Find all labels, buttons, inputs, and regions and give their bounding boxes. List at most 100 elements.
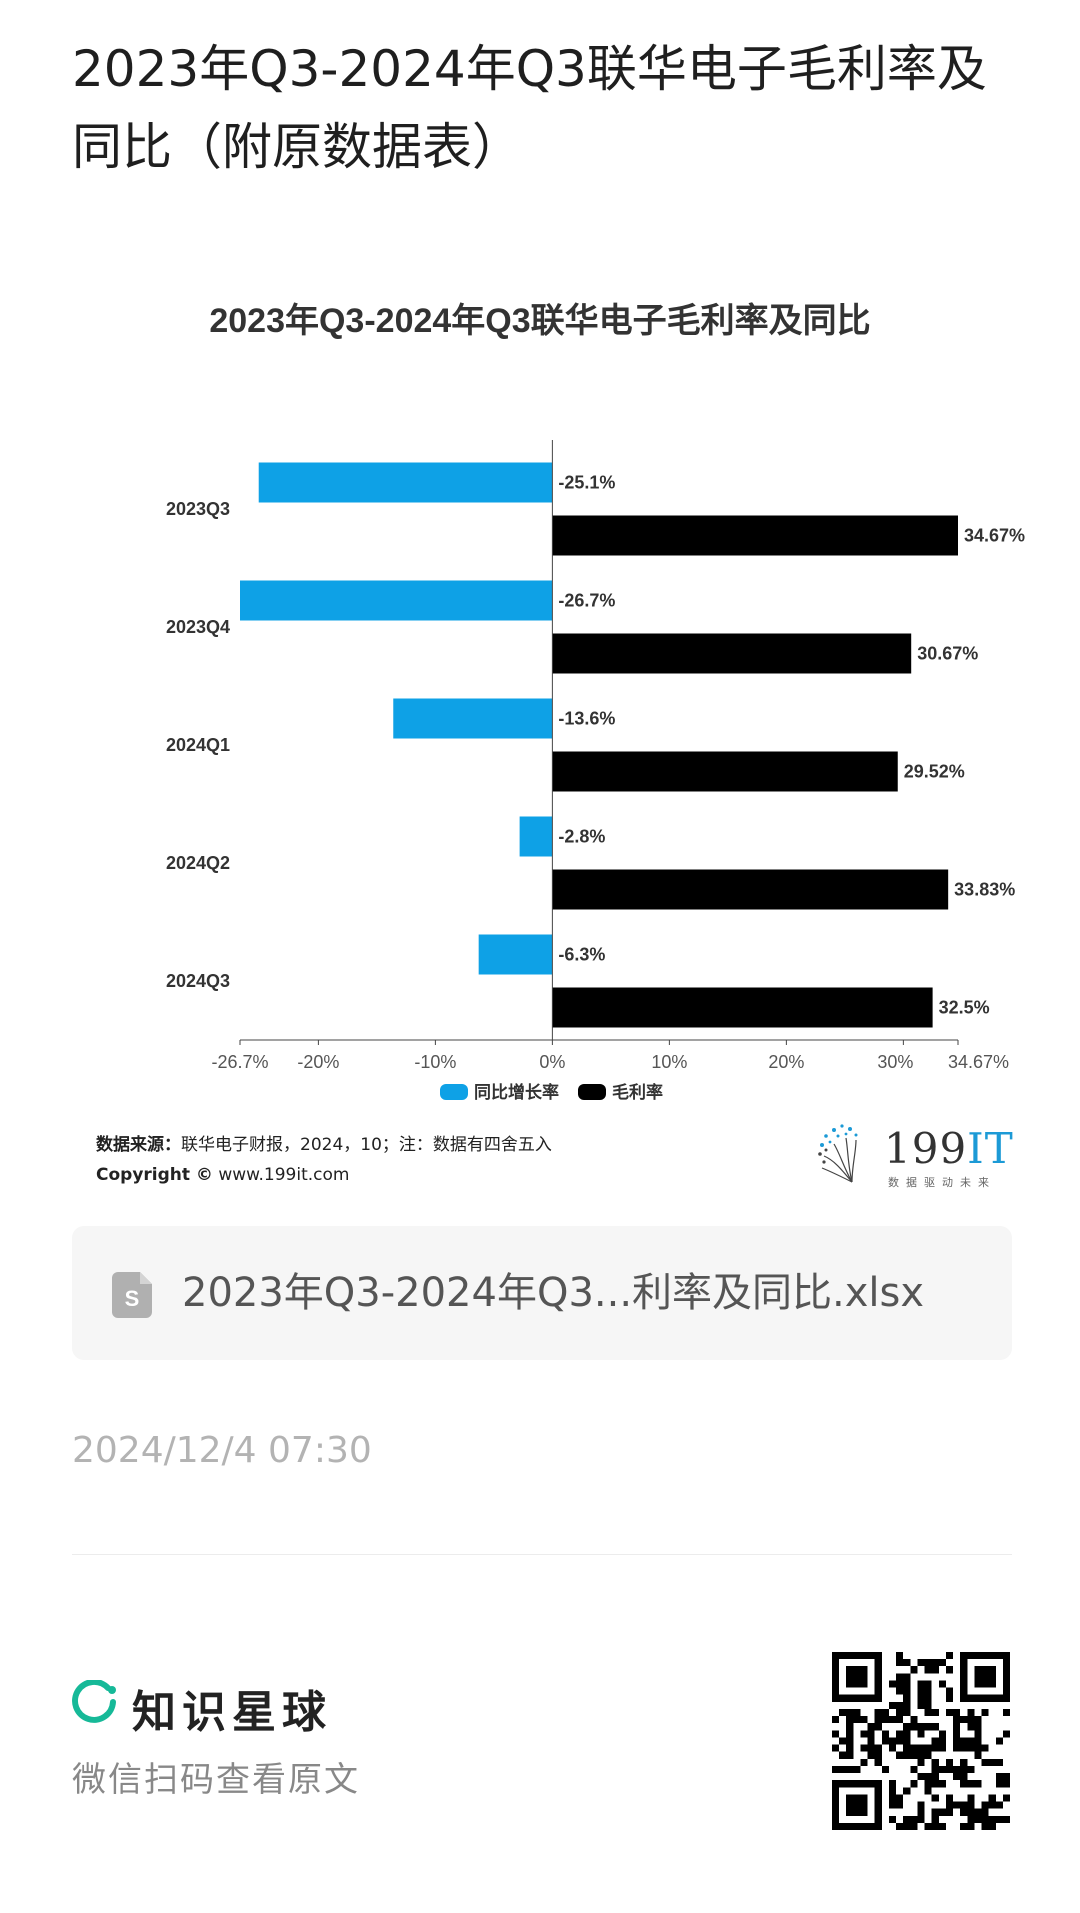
qr-module — [924, 1680, 932, 1688]
qr-module — [974, 1780, 982, 1788]
qr-module — [917, 1723, 925, 1731]
legend-swatch-yoy — [440, 1084, 468, 1100]
qr-module — [917, 1773, 925, 1781]
qr-module — [1002, 1773, 1010, 1781]
qr-module — [888, 1680, 897, 1688]
qr-module — [839, 1708, 847, 1717]
qr-module — [945, 1652, 954, 1660]
qr-module — [938, 1765, 946, 1774]
qr-module — [924, 1687, 932, 1695]
x-tick-label: 0% — [539, 1052, 565, 1072]
qr-module — [860, 1758, 868, 1766]
copyright-line: Copyright © www.199it.com — [96, 1160, 552, 1190]
qr-module — [931, 1666, 939, 1674]
qr-module — [960, 1808, 968, 1816]
qr-module — [945, 1687, 954, 1695]
qr-module — [995, 1773, 1003, 1781]
qr-module — [888, 1744, 897, 1752]
qr-module — [931, 1815, 939, 1823]
qr-module — [938, 1780, 946, 1788]
199it-logo: 199IT 数据驱动未来 — [812, 1120, 1013, 1192]
qr-module — [846, 1716, 854, 1724]
qr-module — [967, 1801, 975, 1809]
qr-module — [945, 1794, 954, 1802]
qr-module — [860, 1744, 868, 1752]
qr-module — [960, 1773, 968, 1781]
qr-module — [924, 1787, 932, 1795]
qr-module — [924, 1694, 932, 1702]
qr-module — [995, 1737, 1003, 1745]
qr-module — [917, 1730, 925, 1738]
margin-bar — [552, 987, 933, 1028]
qr-module — [896, 1730, 904, 1738]
category-label: 2023Q3 — [166, 499, 230, 519]
qr-module — [903, 1815, 911, 1823]
qr-module — [832, 1716, 840, 1724]
qr-module — [931, 1723, 939, 1731]
qr-module — [867, 1744, 875, 1752]
qr-module — [967, 1723, 975, 1731]
qr-module — [938, 1744, 946, 1752]
qr-module — [988, 1815, 996, 1823]
qr-module — [832, 1730, 840, 1738]
qr-module — [981, 1801, 989, 1809]
qr-module — [938, 1659, 946, 1667]
data-label: -26.7% — [558, 591, 615, 611]
qr-module — [917, 1751, 925, 1759]
yoy-bar — [258, 462, 553, 503]
qr-module — [938, 1822, 946, 1830]
qr-module — [967, 1708, 975, 1717]
qr-module — [924, 1659, 932, 1667]
qr-module — [967, 1737, 975, 1745]
legend-swatch-margin — [578, 1084, 606, 1100]
category-label: 2024Q1 — [166, 735, 230, 755]
qr-module — [860, 1730, 868, 1738]
qr-module — [917, 1815, 925, 1823]
x-tick-label: 30% — [877, 1052, 913, 1072]
qr-module — [903, 1822, 911, 1830]
qr-module — [953, 1723, 961, 1731]
qr-module — [967, 1808, 975, 1816]
page-title: 2023年Q3-2024年Q3联华电子毛利率及同比（附原数据表） — [72, 40, 987, 176]
qr-module — [981, 1744, 989, 1752]
qr-module — [881, 1708, 889, 1717]
qr-module — [960, 1716, 968, 1724]
qr-module — [874, 1708, 882, 1717]
qr-module — [903, 1787, 911, 1795]
qr-code[interactable] — [832, 1652, 1010, 1830]
qr-module — [931, 1744, 939, 1752]
logo-number: 199 — [884, 1124, 968, 1173]
qr-module — [846, 1723, 854, 1731]
x-tick-label: 34.67% — [948, 1052, 1009, 1072]
qr-module — [853, 1708, 861, 1717]
category-label: 2023Q4 — [166, 617, 230, 637]
qr-module — [981, 1758, 989, 1766]
qr-module — [888, 1787, 897, 1795]
qr-module — [945, 1808, 954, 1816]
category-label: 2024Q3 — [166, 971, 230, 991]
qr-module — [931, 1659, 939, 1667]
qr-module — [924, 1701, 932, 1709]
qr-module — [981, 1708, 989, 1717]
qr-module — [867, 1723, 875, 1731]
qr-module — [974, 1737, 982, 1745]
qr-module — [917, 1808, 925, 1816]
qr-module — [917, 1680, 925, 1688]
publish-timestamp: 2024/12/4 07:30 — [72, 1430, 372, 1471]
dandelion-logo-icon — [818, 1124, 858, 1183]
qr-module — [839, 1765, 847, 1774]
qr-module — [924, 1780, 932, 1788]
divider — [72, 1554, 1012, 1555]
qr-module — [931, 1780, 939, 1788]
x-tick-label: -26.7% — [211, 1052, 268, 1072]
attachment-filename: 2023年Q3-2024年Q3...利率及同比.xlsx — [182, 1270, 925, 1316]
yoy-bar — [519, 816, 553, 857]
qr-module — [931, 1794, 939, 1802]
qr-module — [988, 1801, 996, 1809]
qr-module — [910, 1666, 918, 1674]
qr-module — [953, 1716, 961, 1724]
qr-module — [903, 1730, 911, 1738]
attachment-card[interactable]: S 2023年Q3-2024年Q3...利率及同比.xlsx — [72, 1226, 1012, 1360]
source-label: 数据来源： — [96, 1135, 181, 1155]
data-label: -2.8% — [558, 827, 605, 847]
